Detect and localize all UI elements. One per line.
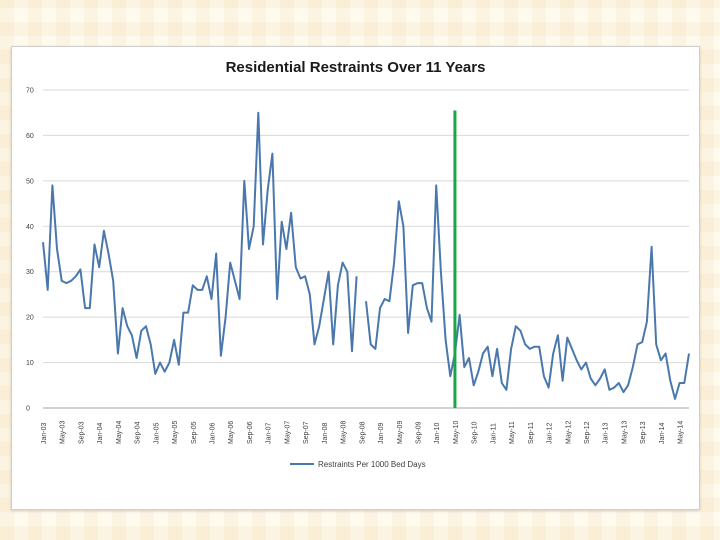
x-tick-label: Sep-09 [415,421,422,444]
x-tick-label: Jan-03 [41,422,48,444]
series-line [42,111,358,375]
x-tick-label: May-11 [509,421,516,444]
x-tick-label: May-12 [565,421,572,444]
series-line [365,184,690,400]
x-tick-label: Jan-13 [603,422,610,444]
x-tick-label: May-05 [172,421,179,444]
y-tick-label: 20 [26,315,34,322]
x-tick-label: Jan-12 [547,422,554,444]
x-tick-label: Sep-10 [472,421,479,444]
x-tick-label: Jan-05 [153,422,160,444]
x-tick-label: Sep-12 [584,421,591,444]
x-tick-label: Jan-06 [210,422,217,444]
x-tick-label: Jan-11 [490,423,497,444]
x-tick-label: Sep-11 [528,422,535,444]
y-tick-label: 50 [26,178,34,185]
x-tick-label: May-06 [228,421,235,444]
x-tick-label: May-14 [678,421,685,444]
x-tick-label: May-03 [60,421,67,444]
chart-container: Residential Restraints Over 11 Years 0 10… [11,46,700,510]
x-tick-label: Sep-13 [640,421,647,444]
x-tick-label: May-04 [116,421,123,444]
x-tick-label: Sep-05 [191,421,198,444]
y-tick-label: 0 [26,406,30,413]
x-tick-label: Jan-14 [659,422,666,444]
x-tick-label: Sep-06 [247,421,254,444]
x-tick-label: Jan-09 [378,422,385,444]
x-tick-label: Jan-07 [266,422,273,444]
line-chart: 0 10 20 30 40 50 60 70 Jan-03 May-03 Sep-03 Jan-04 M… [26,88,690,469]
y-tick-label: 60 [26,133,34,140]
x-tick-label: May-13 [621,421,628,444]
x-tick-label: Jan-10 [434,422,441,444]
x-tick-label: Sep-03 [78,421,85,444]
x-tick-label: Jan-04 [97,422,104,444]
x-tick-label: May-09 [397,421,404,444]
y-tick-label: 10 [26,360,34,367]
chart-title: Residential Restraints Over 11 Years [225,59,486,76]
x-tick-label: Sep-08 [359,421,366,444]
x-tick-label: Jan-08 [322,422,329,444]
x-tick-label: Sep-07 [303,421,310,444]
x-tick-label: May-08 [341,421,348,444]
legend-label: Restraints Per 1000 Bed Days [318,460,426,469]
y-tick-label: 70 [26,88,34,95]
y-tick-label: 40 [26,224,34,231]
x-tick-label: May-10 [453,421,460,444]
x-tick-label: May-07 [284,421,291,444]
y-tick-label: 30 [26,269,34,276]
x-tick-label: Sep-04 [135,421,142,444]
